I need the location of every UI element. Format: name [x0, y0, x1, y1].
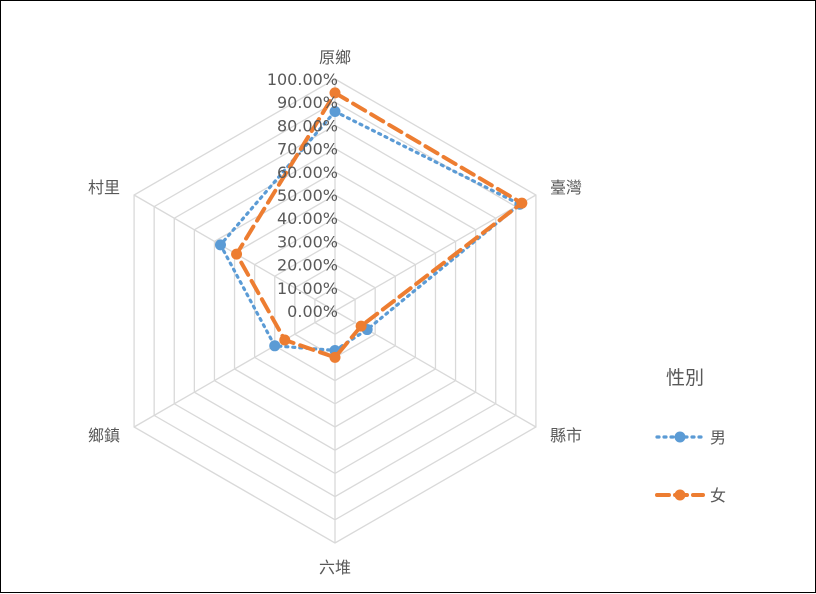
tick-label-8: 80.00%: [277, 116, 338, 135]
series-1-point-0: [329, 87, 341, 99]
tick-label-5: 50.00%: [277, 186, 338, 205]
legend-swatch-marker-1: [674, 489, 686, 501]
series-line-0: [218, 109, 522, 353]
legend-item-0: 男: [655, 428, 726, 447]
series-1-point-4: [279, 334, 291, 346]
tick-labels: 0.00% 10.00% 20.00% 30.00% 40.00% 50.00% 60.00…: [267, 70, 338, 321]
series-1-point-2: [355, 320, 367, 332]
axis-label-4: 鄉鎮: [88, 426, 120, 445]
series-0-point-4: [269, 340, 281, 352]
legend-label-1: 女: [710, 486, 726, 505]
tick-label-4: 40.00%: [277, 209, 338, 228]
grid-spoke: [334, 194, 537, 312]
tick-label-10: 100.00%: [267, 70, 338, 89]
axis-label-5: 村里: [88, 178, 120, 197]
axis-label-3: 六堆: [319, 558, 351, 577]
legend-title: 性別: [666, 367, 704, 389]
axis-label-2: 縣市: [550, 426, 582, 445]
legend: 性別 男女: [655, 367, 726, 505]
series-0-point-0: [329, 105, 341, 117]
tick-label-9: 90.00%: [277, 93, 338, 112]
tick-label-3: 30.00%: [277, 232, 338, 251]
grid-spoke: [133, 310, 336, 428]
tick-label-1: 10.00%: [277, 279, 338, 298]
grid-layer: [133, 78, 537, 544]
series-1-point-1: [516, 197, 528, 209]
tick-label-6: 60.00%: [277, 163, 338, 182]
series-1-point-3: [329, 351, 341, 363]
legend-items: 男女: [655, 428, 726, 505]
legend-label-0: 男: [710, 428, 726, 447]
tick-label-0: 0.00%: [287, 302, 338, 321]
series-1: [231, 87, 528, 363]
series-0-point-5: [214, 239, 226, 251]
legend-swatch-marker-0: [674, 431, 686, 443]
series-1-point-5: [231, 248, 243, 260]
tick-label-7: 70.00%: [277, 140, 338, 159]
legend-item-1: 女: [655, 486, 726, 505]
series-layer: [214, 87, 528, 363]
axis-label-0: 原鄉: [319, 48, 351, 67]
axis-label-1: 臺灣: [550, 178, 582, 197]
tick-label-2: 20.00%: [277, 256, 338, 275]
